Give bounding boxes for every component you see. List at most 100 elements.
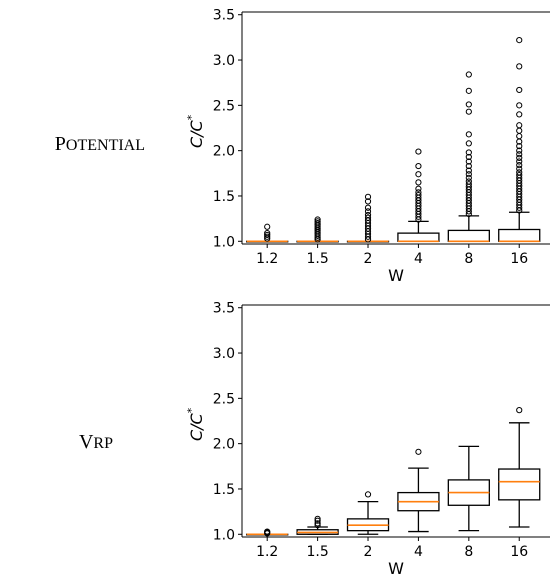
outlier-point [465, 87, 472, 94]
outlier-point [364, 491, 372, 498]
x-tick-label: 1.5 [306, 251, 328, 267]
box-1.5 [296, 515, 339, 535]
outlier-point [516, 165, 523, 172]
box-16 [498, 407, 541, 528]
outlier-point [516, 111, 523, 118]
x-tick-label: 2 [364, 251, 373, 267]
y-axis-label-superscript: * [185, 114, 198, 120]
outlier-point [516, 36, 523, 44]
y-axis-label-superscript: * [185, 407, 198, 413]
y-axis-label: C/C* [185, 407, 206, 441]
row-label-rest: OTENTIAL [66, 137, 145, 154]
outlier-point [415, 191, 422, 199]
outlier-point [516, 169, 523, 176]
outlier-point [516, 133, 523, 140]
outlier-point [516, 162, 523, 169]
outlier-point [465, 167, 472, 174]
outlier-point [314, 216, 321, 223]
outlier-point [516, 151, 523, 158]
y-tick-label: 1.0 [213, 527, 235, 543]
y-tick-label: 2.0 [213, 144, 235, 160]
outlier-point [516, 122, 523, 129]
outlier-point [415, 179, 422, 186]
y-tick-label: 1.5 [213, 482, 235, 498]
box-8 [447, 445, 490, 532]
outlier-point [264, 223, 271, 230]
outlier-point [364, 211, 372, 219]
y-tick-label: 2.5 [213, 391, 235, 407]
outlier-point [465, 108, 472, 115]
x-tick-label: 1.5 [306, 544, 328, 560]
y-tick-label: 1.5 [213, 189, 235, 205]
outlier-point [516, 154, 523, 162]
x-tick-label: 2 [364, 544, 373, 560]
outlier-point [465, 181, 472, 188]
outlier-point [364, 208, 372, 215]
iqr-box [498, 468, 541, 501]
outlier-point [465, 149, 472, 156]
y-axis-label-main: C/C [187, 412, 206, 441]
x-tick-label: 4 [414, 251, 423, 267]
outlier-point [314, 515, 321, 522]
box-4 [397, 148, 440, 243]
outlier-point [314, 517, 321, 524]
outlier-point [264, 230, 271, 237]
box-1.5 [296, 216, 339, 243]
y-axis-label: C/C* [185, 114, 206, 148]
outlier-point [465, 140, 472, 147]
outlier-point [516, 172, 523, 179]
outlier-point [516, 407, 523, 414]
outlier-point [415, 448, 422, 455]
box-8 [447, 71, 490, 243]
outlier-point [415, 171, 422, 178]
x-tick-label: 4 [414, 544, 423, 560]
iqr-box [498, 228, 541, 242]
row-label-initial: P [55, 133, 66, 155]
x-axis-label: W [388, 559, 404, 577]
x-tick-label: 16 [510, 251, 528, 267]
outlier-point [465, 171, 472, 178]
row-label: POTENTIAL [55, 133, 145, 155]
outlier-point [516, 158, 523, 165]
box-plot-panel-2: VRP 1.0 1.5 2.0 2.5 3.0 3.5 C/C* 1.2 1.5 2 4 8 16 W [79, 301, 550, 577]
box-plot-panel-1: POTENTIAL 1.0 1.5 2.0 2.5 3.0 3.5 C/C* 1.2 1.5 2 4 8… [55, 8, 550, 285]
outlier-point [264, 528, 271, 535]
box-16 [498, 36, 541, 243]
box-4 [397, 448, 440, 533]
outlier-point [465, 101, 472, 108]
outlier-point [364, 193, 372, 200]
outlier-point [465, 178, 472, 185]
outlier-point [465, 162, 472, 170]
outlier-point [516, 102, 523, 109]
y-axis-label-main: C/C [187, 119, 206, 148]
x-tick-label: 8 [464, 251, 473, 267]
iqr-box [397, 232, 440, 242]
outlier-point [465, 71, 472, 78]
outlier-point [415, 162, 422, 170]
outlier-point [516, 63, 523, 70]
outlier-point [364, 204, 372, 211]
outlier-point [264, 231, 271, 239]
y-tick-label: 1.0 [213, 234, 235, 250]
outlier-point [516, 147, 523, 154]
outlier-point [465, 174, 472, 181]
x-tick-label: 8 [464, 544, 473, 560]
y-tick-label: 3.0 [213, 346, 235, 362]
outlier-point [465, 158, 472, 165]
iqr-box [447, 229, 490, 242]
outlier-point [264, 233, 271, 240]
outlier-point [314, 520, 321, 527]
outlier-point [516, 127, 523, 134]
x-tick-label: 1.2 [256, 251, 278, 267]
y-tick-label: 2.0 [213, 437, 235, 453]
x-tick-label: 1.2 [256, 544, 278, 560]
outlier-point [465, 131, 472, 138]
outlier-point [516, 86, 523, 94]
box-2 [346, 491, 390, 535]
outlier-point [516, 143, 523, 150]
outlier-point [364, 198, 372, 205]
outlier-point [364, 214, 372, 221]
row-label-initial: V [79, 431, 94, 453]
outlier-point [314, 220, 321, 227]
